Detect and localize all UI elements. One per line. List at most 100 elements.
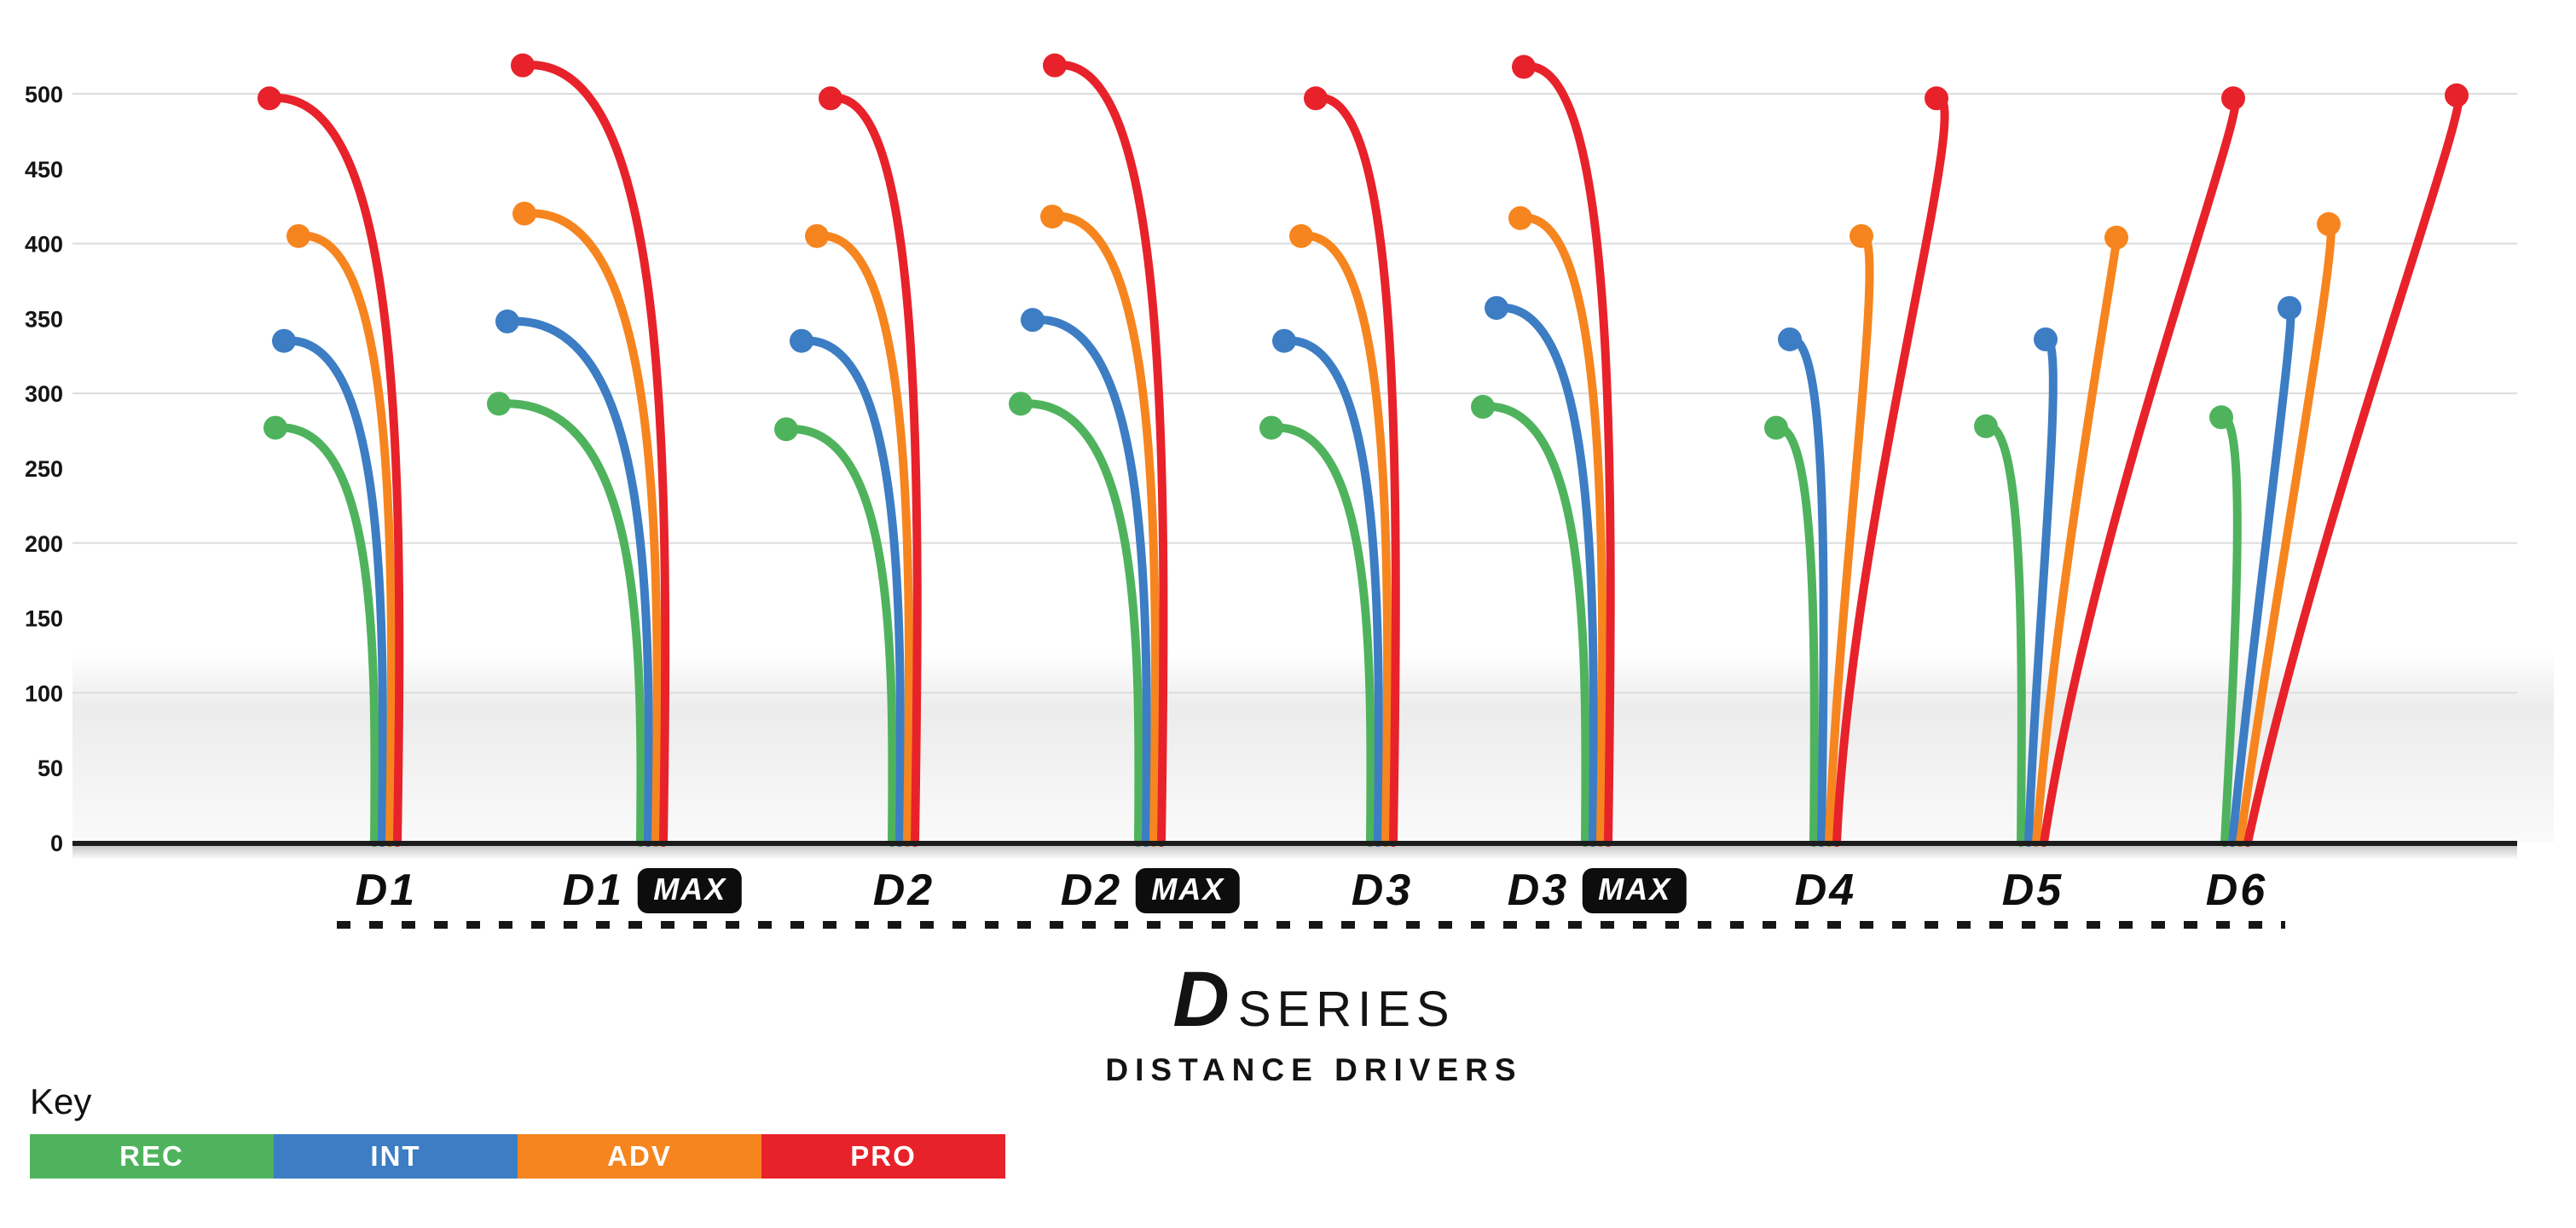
flight-dot-d2-rec (774, 417, 798, 442)
flight-path-d5-rec (1982, 421, 2026, 847)
series-logo-d: D (1172, 956, 1230, 1043)
legend-item-int: INT (274, 1134, 518, 1179)
flight-dot-d3-max-int (1485, 296, 1508, 321)
y-axis-tick-50: 50 (38, 756, 63, 781)
flight-dot-d5-int (2034, 327, 2058, 351)
disc-label-d4: D4 (1795, 865, 1856, 916)
flight-dot-d2-pro (819, 86, 842, 111)
flight-dot-d3-rec (1259, 415, 1283, 440)
y-axis-tick-400: 400 (25, 232, 63, 258)
disc-labels-row: D1 D1 MAX D2 D2 MAX D3 D3 MAX D4 D5 D6 (0, 865, 2576, 926)
flight-dot-d2-max-adv (1040, 204, 1064, 229)
disc-name: D4 (1794, 866, 1857, 915)
disc-label-d3: D3 (1352, 865, 1413, 916)
flight-path-d2-rec (782, 425, 897, 847)
series-logo: D SERIES DISTANCE DRIVERS (1105, 960, 1522, 1088)
dotted-separator (337, 921, 2285, 929)
flight-path-d2-max-adv (1048, 211, 1160, 847)
flight-dot-d2-adv (805, 223, 829, 248)
max-badge: MAX (1136, 867, 1241, 913)
flight-path-d1-adv (294, 231, 397, 847)
disc-label-d6: D6 (2206, 865, 2267, 916)
flight-path-d4-int (1786, 334, 1828, 847)
y-axis-tick-250: 250 (25, 456, 63, 482)
flight-dot-d4-int (1778, 327, 1802, 351)
disc-name: D2 (1060, 866, 1123, 915)
flight-dot-d4-pro (1925, 86, 1948, 111)
flight-dot-d5-adv (2104, 225, 2128, 250)
flight-path-d2-max-pro (1051, 61, 1168, 847)
series-logo-subtitle: DISTANCE DRIVERS (1105, 1052, 1523, 1087)
flight-path-d1-rec (271, 423, 379, 847)
baseline-shadow (72, 846, 2517, 860)
flight-path-d1-int (280, 336, 387, 847)
legend-title: Key (30, 1081, 92, 1121)
flight-path-d3-adv (1297, 231, 1392, 847)
legend-item-adv: ADV (518, 1134, 761, 1179)
flight-path-d2-pro (826, 94, 922, 847)
flight-path-d1-max-pro (518, 61, 670, 847)
y-axis-tick-150: 150 (25, 606, 63, 632)
legend-bar: REC INT ADV PRO (30, 1134, 1005, 1179)
flight-path-d5-pro (2040, 94, 2240, 847)
flight-dot-d2-max-int (1021, 308, 1045, 333)
y-axis-tick-500: 500 (25, 82, 63, 107)
flight-path-d3-pro (1311, 94, 1400, 847)
flight-dot-d1-pro (258, 86, 281, 111)
y-axis-tick-100: 100 (25, 681, 63, 706)
flight-path-d2-adv (813, 231, 914, 847)
flight-dot-d1-max-pro (511, 53, 535, 78)
disc-label-d1-max: D1 MAX (562, 865, 743, 916)
flight-dot-d6-adv (2317, 211, 2341, 236)
flight-path-d3-int (1280, 336, 1383, 847)
flight-dot-d1-int (272, 328, 296, 353)
flight-dot-d3-pro (1304, 86, 1328, 111)
flight-path-d3-max-int (1492, 304, 1598, 847)
baseline (72, 841, 2517, 846)
flight-path-d3-max-pro (1520, 62, 1615, 847)
disc-name: D1 (562, 866, 625, 915)
flight-path-d2-max-rec (1016, 399, 1143, 847)
disc-name: D5 (2001, 866, 2064, 915)
flight-dot-d1-max-int (495, 309, 519, 333)
disc-name: D3 (1507, 866, 1570, 915)
flight-dot-d3-max-rec (1471, 395, 1495, 420)
flight-dot-d4-adv (1850, 223, 1873, 248)
flight-path-d6-rec (2217, 413, 2242, 847)
flight-dot-d3-max-pro (1512, 55, 1536, 79)
series-logo-text: SERIES (1237, 982, 1456, 1037)
flight-path-d4-rec (1772, 423, 1819, 847)
flight-path-d1-max-int (503, 316, 653, 847)
disc-label-d2: D2 (873, 865, 935, 916)
disc-name: D6 (2205, 866, 2268, 915)
flight-dot-d3-max-adv (1508, 206, 1532, 230)
legend: Key REC INT ADV PRO (30, 1081, 1005, 1179)
flight-dot-d6-rec (2209, 405, 2233, 430)
flight-dot-d2-max-rec (1009, 391, 1033, 416)
y-axis-tick-200: 200 (25, 531, 63, 557)
disc-label-d2-max: D2 MAX (1060, 865, 1241, 916)
flight-dot-d2-int (790, 328, 813, 353)
y-axis-tick-300: 300 (25, 381, 63, 407)
y-axis-tick-0: 0 (50, 831, 63, 856)
legend-item-pro: PRO (761, 1134, 1005, 1179)
flight-path-d4-adv (1825, 231, 1874, 847)
flight-path-d5-int (2024, 334, 2058, 847)
y-axis-tick-350: 350 (25, 306, 63, 332)
flight-dot-d1-rec (263, 415, 287, 440)
disc-name: D1 (355, 866, 418, 915)
series-logo-line: D SERIES (1105, 960, 1522, 1039)
flight-path-d6-pro (2243, 90, 2463, 847)
flight-path-d1-max-adv (520, 209, 662, 847)
flight-path-d5-adv (2032, 233, 2122, 847)
disc-label-d1: D1 (356, 865, 417, 916)
flight-path-d6-int (2228, 304, 2295, 847)
flight-dot-d2-max-pro (1043, 53, 1067, 78)
disc-label-d5: D5 (2002, 865, 2064, 916)
plot-shading-band (72, 651, 2554, 843)
flight-path-d3-max-adv (1516, 213, 1607, 847)
max-badge: MAX (1583, 867, 1687, 913)
flight-dot-d5-pro (2221, 86, 2245, 111)
